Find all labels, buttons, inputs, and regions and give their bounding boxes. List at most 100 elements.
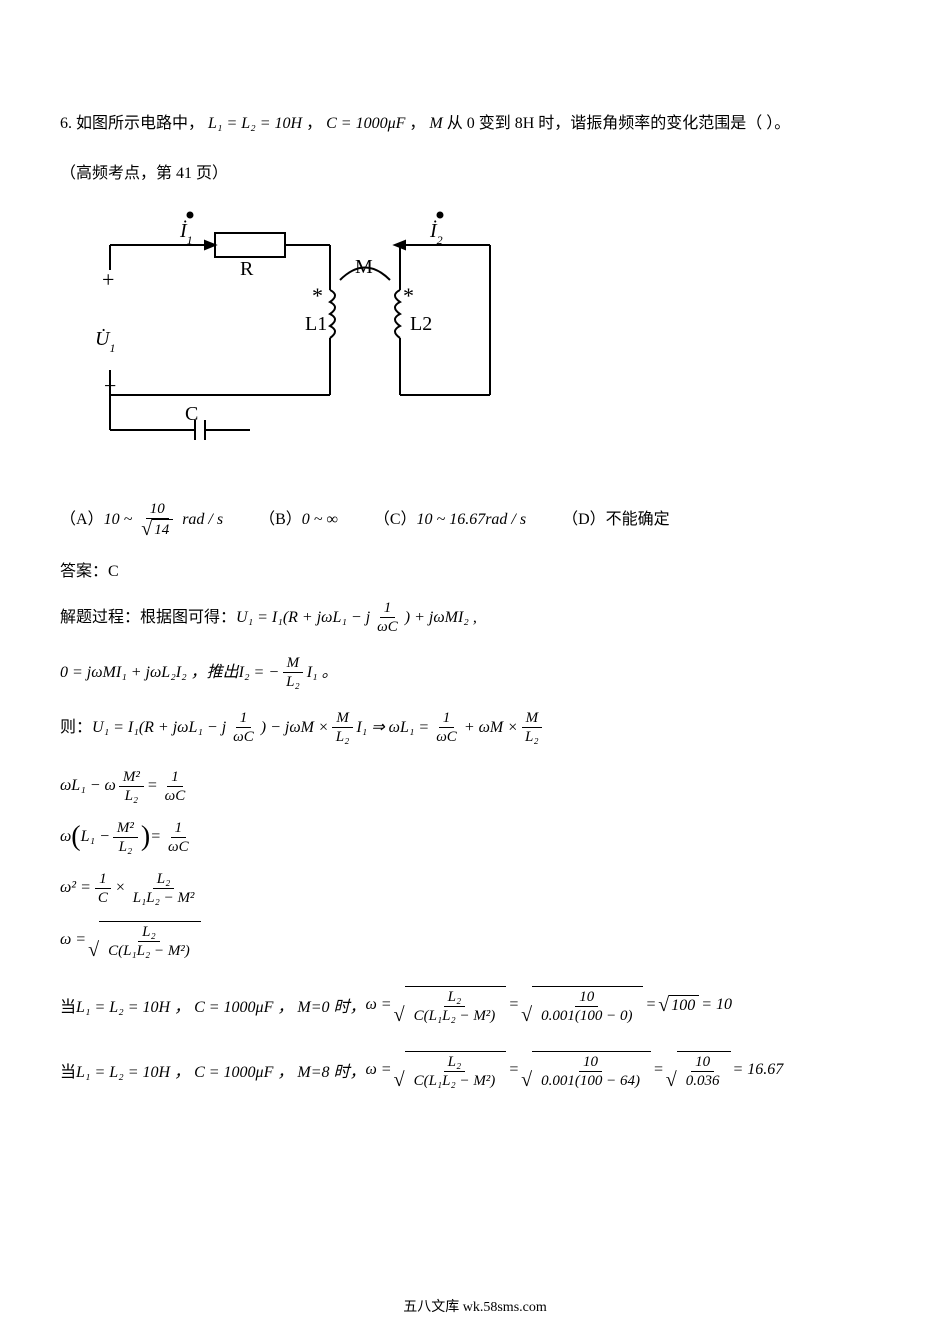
label-c: C — [185, 403, 198, 425]
opt-c-label: （C） — [374, 507, 417, 533]
c2-eq1: = — [508, 1061, 519, 1079]
d3-f1n: 1 — [95, 870, 111, 889]
minus-sign: − — [104, 373, 116, 398]
solution-eq3: 则： U₁ = I₁(R + jωL₁ − j 1 ωC ) − jωM × M… — [60, 709, 890, 746]
opt-d-text: 不能确定 — [606, 507, 670, 533]
option-d: （D） 不能确定 — [562, 507, 670, 533]
reference-line: （高频考点，第 41 页） — [60, 159, 890, 183]
eq1-den: ωC — [373, 618, 402, 636]
eq2-b: I₂ = − — [239, 655, 279, 690]
eq2-den: L₂ — [282, 673, 304, 691]
c1-r1n: L₂ — [444, 988, 466, 1007]
c1-r2n: 10 — [575, 988, 598, 1007]
eq3-f4n: M — [522, 709, 543, 728]
eq3-f3n: 1 — [439, 709, 455, 728]
d2-f2d: ωC — [164, 838, 193, 856]
opt-a-den: 14 — [152, 519, 173, 539]
eq3-b: ) − jωM × — [261, 710, 329, 745]
d3-f1d: C — [94, 889, 112, 907]
sep2: ， — [409, 115, 425, 132]
d2-in-a: L₁ − — [81, 828, 110, 846]
eq3-f2n: M — [332, 709, 353, 728]
c2-eq3: = 16.67 — [733, 1061, 784, 1079]
options-row: （A） 10 ~ 10 14 rad / s （B） 0 ~ ∞ （C） 10 … — [60, 500, 890, 539]
c2-r3d: 0.036 — [682, 1072, 724, 1090]
c1-r3: 100 — [671, 997, 695, 1015]
deriv-row-3: ω² = 1 C × L₂ L₁L₂ − M² — [60, 870, 890, 907]
c2-cond: L₁ = L₂ = 10H ， C = 1000μF ， M=8 时， — [76, 1058, 365, 1082]
eq3-pre: 则： — [60, 710, 92, 745]
d1-a: ωL₁ − ω — [60, 777, 116, 795]
option-b: （B） 0 ~ ∞ — [259, 507, 338, 533]
c1-eq1: = — [508, 996, 519, 1014]
case-2: 当 L₁ = L₂ = 10H ， C = 1000μF ， M=8 时， ω … — [60, 1051, 890, 1090]
opt-a-num: 10 — [146, 500, 169, 519]
question-line: 6. 如图所示电路中， L₁ = L₂ = 10H ， C = 1000μF ，… — [60, 110, 890, 139]
d1-eq: = — [147, 777, 158, 795]
opt-a-label: （A） — [60, 507, 104, 533]
c1-pre: 当 — [60, 993, 76, 1017]
question-number: 6. — [60, 115, 72, 132]
eq3-d: + ωM × — [464, 710, 518, 745]
eq3-c: I₁ ⇒ ωL₁ = — [356, 710, 429, 745]
opt-b-label: （B） — [259, 507, 302, 533]
solution-eq2: 0 = jωMI₁ + jωL₂I₂ ，推出 I₂ = − M L₂ I₁ 。 — [60, 654, 890, 691]
eq1-num: 1 — [380, 599, 396, 618]
c2-r2d: 0.001(100 − 64) — [537, 1072, 644, 1090]
d1-f1d: L₂ — [121, 787, 143, 805]
option-c: （C） 10 ~ 16.67rad / s — [374, 507, 526, 533]
eq3-f4d: L₂ — [521, 728, 543, 746]
d4-a: ω = — [60, 931, 86, 949]
derivation-block: ωL₁ − ω M² L₂ = 1 ωC ω ( L₁ − M² L₂ ) = … — [60, 768, 890, 960]
c2-eq2: = — [653, 1061, 664, 1079]
opt-a-pre: 10 ~ — [104, 507, 133, 533]
opt-d-label: （D） — [562, 507, 606, 533]
label-l1: L1 — [305, 313, 327, 335]
label-l2: L2 — [410, 313, 432, 335]
c2-pre: 当 — [60, 1058, 76, 1082]
circuit-diagram: İ1 İ2 R M L1 L2 U̇1 C * * + − — [90, 195, 890, 480]
c1-eq3: = 10 — [701, 996, 732, 1014]
label-i1: İ1 — [179, 219, 193, 247]
d2-f1d: L₂ — [115, 838, 137, 856]
deriv-row-2: ω ( L₁ − M² L₂ ) = 1 ωC — [60, 819, 890, 856]
d2-eq: = — [150, 828, 161, 846]
deriv-row-1: ωL₁ − ω M² L₂ = 1 ωC — [60, 768, 890, 805]
label-i2: İ2 — [429, 219, 443, 247]
opt-a-unit: rad / s — [182, 507, 223, 533]
c1-r1d: C(L₁L₂ − M²) — [410, 1007, 500, 1025]
cond-c: C = 1000μF — [326, 115, 405, 132]
d3-f2d: L₁L₂ − M² — [129, 889, 199, 907]
eq1-b: ) + jωMI₂ , — [405, 600, 477, 635]
question-text-d: 从 0 变到 8H 时，谐振角频率的变化范围是（ ）。 — [447, 115, 791, 132]
cond-l: L₁ = L₂ = 10H — [208, 115, 302, 132]
eq3-f2d: L₂ — [332, 728, 354, 746]
eq3-a: U₁ = I₁(R + jωL₁ − j — [92, 710, 226, 745]
answer-line: 答案：C — [60, 557, 890, 581]
d2-f1n: M² — [113, 819, 138, 838]
deriv-row-4: ω = L₂ C(L₁L₂ − M²) — [60, 921, 890, 960]
eq2-a: 0 = jωMI₁ + jωL₂I₂ ，推出 — [60, 655, 239, 690]
opt-b-text: 0 ~ ∞ — [302, 507, 338, 533]
solution-eq1: 解题过程：根据图可得： U₁ = I₁(R + jωL₁ − j 1 ωC ) … — [60, 599, 890, 636]
eq3-f3d: ωC — [432, 728, 461, 746]
eq2-c: I₁ 。 — [307, 655, 338, 690]
c1-r2d: 0.001(100 − 0) — [537, 1007, 636, 1025]
c2-r1n: L₂ — [444, 1053, 466, 1072]
d1-f1n: M² — [119, 768, 144, 787]
opt-c-text: 10 ~ 16.67rad / s — [417, 507, 527, 533]
d3-t: × — [115, 879, 126, 897]
d3-a: ω² = — [60, 879, 91, 897]
c1-cond: L₁ = L₂ = 10H ， C = 1000μF ， M=0 时， — [76, 993, 365, 1017]
d3-f2n: L₂ — [153, 870, 175, 889]
d2-f2n: 1 — [171, 819, 187, 838]
var-m: M — [429, 115, 442, 132]
asterisk-1: * — [312, 283, 323, 308]
option-a: （A） 10 ~ 10 14 rad / s — [60, 500, 223, 539]
d2-a: ω — [60, 828, 71, 846]
eq2-num: M — [283, 654, 304, 673]
c1-eq2: = — [645, 996, 656, 1014]
d1-f2d: ωC — [161, 787, 190, 805]
c2-r2n: 10 — [579, 1053, 602, 1072]
asterisk-2: * — [403, 283, 414, 308]
